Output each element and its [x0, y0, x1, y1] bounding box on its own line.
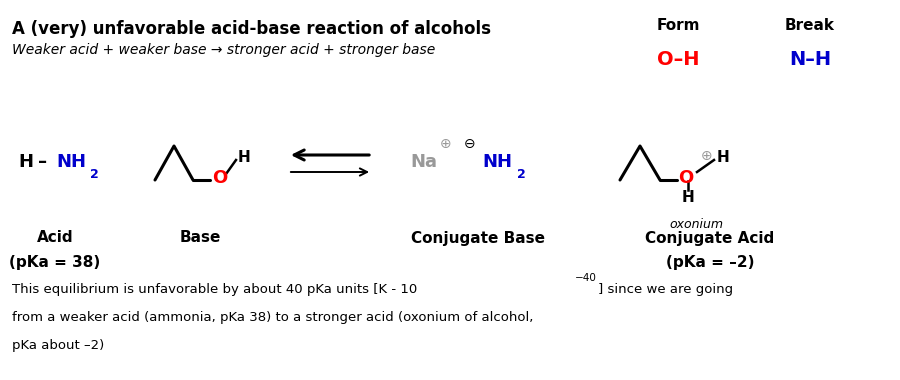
- Text: NH: NH: [56, 153, 86, 171]
- Text: Conjugate Base: Conjugate Base: [411, 231, 545, 245]
- Text: H: H: [681, 190, 695, 206]
- Text: NH: NH: [482, 153, 512, 171]
- Text: Acid: Acid: [37, 231, 73, 245]
- Text: O: O: [678, 169, 693, 187]
- Text: ] since we are going: ] since we are going: [598, 283, 734, 296]
- Text: –: –: [38, 153, 47, 171]
- Text: O–H: O–H: [657, 50, 699, 69]
- Text: Weaker acid + weaker base → stronger acid + stronger base: Weaker acid + weaker base → stronger aci…: [12, 43, 436, 57]
- Text: This equilibrium is unfavorable by about 40 pKa units [K - 10: This equilibrium is unfavorable by about…: [12, 283, 418, 296]
- Text: A (very) unfavorable acid-base reaction of alcohols: A (very) unfavorable acid-base reaction …: [12, 20, 491, 38]
- Text: ⊕: ⊕: [701, 149, 713, 163]
- Text: Form: Form: [656, 18, 700, 33]
- Text: Base: Base: [179, 231, 220, 245]
- Text: H: H: [717, 150, 730, 166]
- Text: 2: 2: [517, 168, 526, 180]
- Text: (pKa = –2): (pKa = –2): [666, 255, 754, 269]
- Text: −40: −40: [575, 273, 597, 283]
- Text: H: H: [238, 150, 251, 166]
- Text: ⊕: ⊕: [440, 137, 452, 151]
- Text: N–H: N–H: [789, 50, 831, 69]
- Text: oxonium: oxonium: [669, 218, 723, 231]
- Text: H: H: [18, 153, 33, 171]
- Text: (pKa = 38): (pKa = 38): [9, 255, 101, 269]
- Text: from a weaker acid (ammonia, pKa 38) to a stronger acid (oxonium of alcohol,: from a weaker acid (ammonia, pKa 38) to …: [12, 312, 534, 325]
- Text: Break: Break: [785, 18, 835, 33]
- Text: O: O: [212, 169, 227, 187]
- Text: pKa about –2): pKa about –2): [12, 339, 104, 352]
- Text: ⊖: ⊖: [464, 137, 476, 151]
- Text: 2: 2: [90, 168, 99, 180]
- Text: Conjugate Acid: Conjugate Acid: [645, 231, 775, 245]
- Text: Na: Na: [410, 153, 437, 171]
